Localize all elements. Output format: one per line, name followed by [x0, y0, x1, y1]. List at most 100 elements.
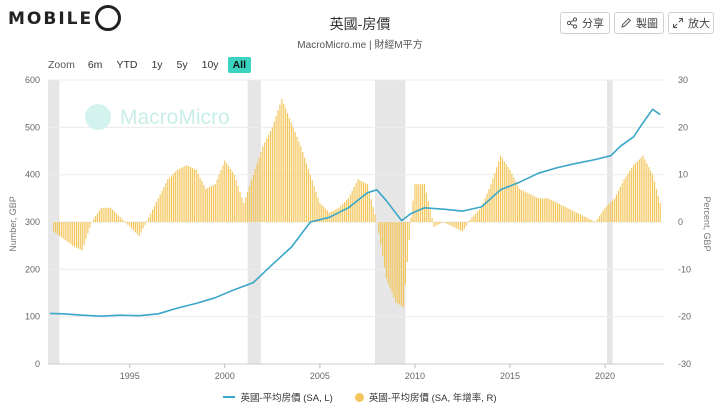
legend-bar-swatch — [354, 392, 364, 402]
yoy-bar — [572, 210, 574, 222]
share-label: 分享 — [582, 18, 604, 30]
yoy-bar — [579, 214, 581, 222]
yoy-bar — [269, 131, 272, 222]
yoy-bar — [60, 222, 62, 238]
yoy-bar — [636, 161, 638, 222]
yoy-bar — [132, 222, 135, 231]
yoy-bar — [435, 222, 437, 226]
zoom-5y-button[interactable]: 5y — [176, 59, 188, 71]
zoom-6m-button[interactable]: 6m — [87, 59, 103, 71]
yoy-bar — [440, 222, 443, 223]
zoom-ytd-button[interactable]: YTD — [116, 59, 138, 71]
yoy-bar — [585, 217, 587, 222]
yoy-bar — [372, 206, 374, 222]
yoy-bar — [286, 113, 289, 222]
yoy-bar — [387, 222, 389, 284]
draw-button[interactable]: 製圖 — [614, 12, 664, 34]
yoy-bar — [247, 191, 249, 222]
yoy-bar — [108, 207, 110, 222]
yoy-bar — [564, 206, 566, 222]
yoy-bar — [326, 210, 329, 222]
yoy-bar — [288, 117, 291, 222]
yoy-bar — [454, 222, 456, 228]
yoy-bar — [302, 151, 304, 222]
yoy-bar — [72, 222, 74, 246]
yoy-bar — [150, 213, 152, 222]
yoy-bar — [619, 186, 621, 222]
yoy-bar — [294, 132, 296, 222]
yoy-bar — [577, 213, 580, 222]
yoy-bar — [598, 216, 600, 222]
yoy-bar — [245, 197, 247, 222]
yoy-bar — [511, 173, 513, 222]
yoy-bar — [77, 222, 80, 249]
yoy-bar — [79, 222, 81, 250]
yoy-bar — [536, 197, 538, 222]
y-right-tick-label: 30 — [678, 75, 688, 85]
yoy-bar — [448, 222, 450, 225]
legend-label-line: 英國-平均房價 (SA, L) — [240, 393, 333, 404]
yoy-bar — [507, 167, 509, 222]
yoy-bar — [102, 207, 104, 222]
yoy-bar — [56, 222, 59, 235]
yoy-bar — [277, 110, 279, 222]
yoy-bar — [304, 157, 306, 222]
yoy-bar — [165, 183, 167, 222]
yoy-bar — [553, 201, 555, 222]
yoy-bar — [113, 211, 116, 222]
yoy-bar — [359, 180, 361, 222]
yoy-bar — [376, 222, 378, 223]
x-tick-label: 1995 — [120, 371, 140, 381]
yoy-bar — [608, 204, 610, 222]
site-logo[interactable]: MOBILE — [8, 5, 122, 32]
yoy-bar — [191, 168, 194, 222]
legend-item-line[interactable]: 英國-平均房價 (SA, L) — [223, 390, 333, 404]
yoy-bar — [385, 222, 388, 279]
yoy-bar — [172, 173, 175, 222]
x-tick-label: 2010 — [405, 371, 425, 381]
yoy-bar — [543, 198, 545, 222]
yoy-bar — [74, 222, 76, 247]
yoy-bar — [596, 219, 599, 222]
yoy-bar — [197, 173, 199, 222]
yoy-bar — [324, 208, 327, 222]
draw-label: 製圖 — [636, 18, 658, 30]
yoy-bar — [366, 184, 368, 222]
yoy-bar — [450, 222, 452, 226]
yoy-bar — [110, 207, 112, 222]
yoy-bar — [252, 174, 254, 222]
pencil-icon — [621, 17, 632, 28]
yoy-bar — [53, 222, 55, 232]
yoy-bar — [632, 165, 635, 222]
zoom-10y-button[interactable]: 10y — [201, 59, 219, 71]
yoy-bar — [615, 194, 618, 222]
yoy-bar — [85, 222, 87, 240]
yoy-bar — [382, 222, 384, 257]
yoy-bar — [58, 222, 60, 236]
yoy-bar — [368, 191, 370, 222]
yoy-bar — [560, 204, 562, 222]
share-button[interactable]: 分享 — [560, 12, 610, 34]
zoom-all-button[interactable]: All — [227, 57, 251, 73]
yoy-bar — [602, 210, 604, 222]
yoy-bar — [220, 169, 222, 222]
y-right-tick-label: 10 — [678, 170, 688, 180]
yoy-bar — [250, 180, 253, 222]
yoy-bar — [237, 186, 239, 222]
yoy-bar — [210, 186, 213, 222]
logo-text: MOBILE — [8, 9, 94, 29]
zoom-1y-button[interactable]: 1y — [151, 59, 163, 71]
yoy-bar — [305, 163, 308, 222]
legend-item-bar[interactable]: 英國-平均房價 (SA, 年增率, R) — [354, 390, 497, 404]
yoy-bar — [292, 127, 294, 222]
yoy-bar — [203, 185, 205, 222]
yoy-bar — [532, 195, 534, 222]
yoy-bar — [545, 198, 547, 222]
yoy-bar — [501, 158, 503, 222]
yoy-bar — [273, 121, 275, 222]
yoy-bar — [520, 189, 522, 222]
y-right-axis-title: Percent, GBP — [702, 196, 712, 251]
yoy-bar — [364, 183, 367, 222]
expand-button[interactable]: 放大 — [668, 12, 714, 34]
yoy-bar — [420, 184, 422, 222]
